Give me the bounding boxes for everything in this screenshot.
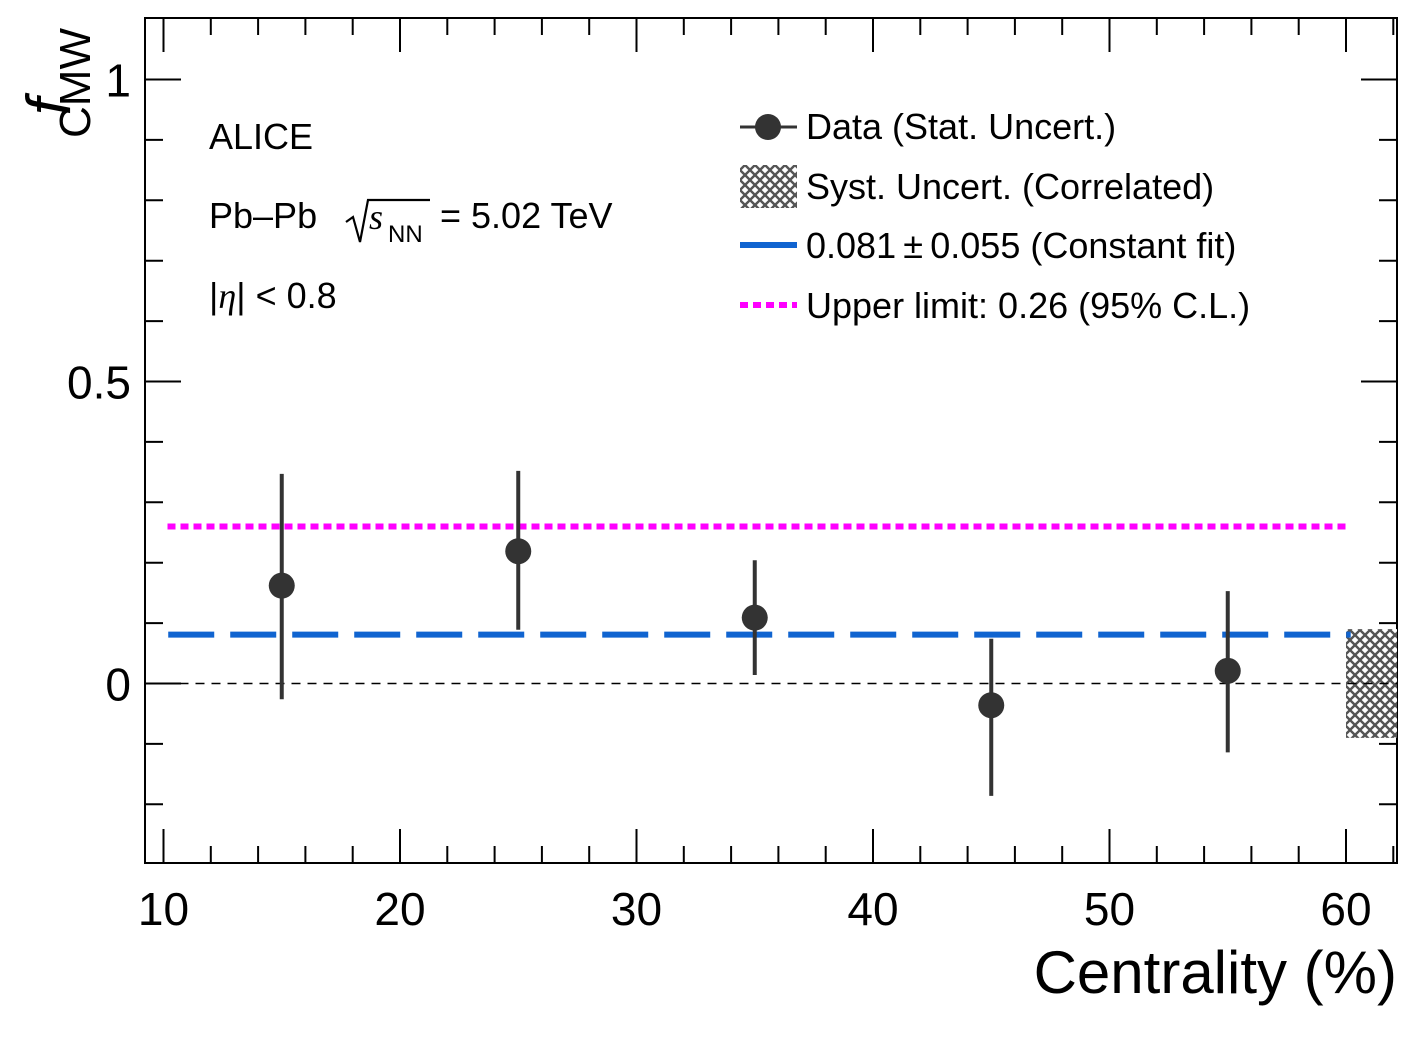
eta-cut: < 0.8 xyxy=(256,275,337,316)
data-point xyxy=(978,692,1005,719)
legend-syst-swatch xyxy=(740,165,797,208)
x-tick-label: 30 xyxy=(611,883,662,935)
energy-subscript: NN xyxy=(388,221,423,248)
legend-label-fit: 0.081 ± 0.055 (Constant fit) xyxy=(806,225,1236,266)
experiment-label: ALICE xyxy=(209,116,313,157)
y-tick-label: 1 xyxy=(105,55,131,107)
data-point xyxy=(741,604,768,631)
system-label: Pb–Pb xyxy=(209,195,317,236)
x-tick-label: 40 xyxy=(847,883,898,935)
x-tick-label: 20 xyxy=(374,883,425,935)
axis-ticks xyxy=(145,18,1397,863)
eta-abs-right: | xyxy=(236,275,245,316)
y-tick-label: 0 xyxy=(105,659,131,711)
annotations: ALICE Pb–Pb s NN = 5.02 TeV |η| < 0.8 xyxy=(209,116,612,316)
legend-label-data: Data (Stat. Uncert.) xyxy=(806,106,1116,147)
tick-labels: 10 20 30 40 50 60 0 0.5 1 xyxy=(67,55,1372,936)
y-tick-label: 0.5 xyxy=(67,357,131,409)
eta-symbol: η xyxy=(218,276,236,316)
data-point xyxy=(505,538,532,565)
legend: Data (Stat. Uncert.) Syst. Uncert. (Corr… xyxy=(740,106,1250,326)
svg-text:s: s xyxy=(369,197,383,237)
legend-label-syst: Syst. Uncert. (Correlated) xyxy=(806,166,1214,207)
sqrt-icon xyxy=(345,198,430,243)
legend-data-marker xyxy=(755,114,781,140)
x-tick-label: 10 xyxy=(138,883,189,935)
svg-text:Pb–Pb: Pb–Pb xyxy=(209,195,317,236)
data-point xyxy=(1214,657,1241,684)
x-tick-label: 60 xyxy=(1320,883,1371,935)
plot-frame xyxy=(144,17,1398,864)
svg-text:|η| < 0.8: |η| < 0.8 xyxy=(209,275,337,316)
legend-entry-limit: Upper limit: 0.26 (95% C.L.) xyxy=(740,285,1250,326)
eta-abs-left: | xyxy=(209,275,218,316)
x-axis-title: Centrality (%) xyxy=(1034,939,1397,1006)
energy-value: = 5.02 TeV xyxy=(440,195,612,236)
legend-entry-syst: Syst. Uncert. (Correlated) xyxy=(740,165,1214,208)
y-axis-title-sub: CMW xyxy=(51,28,100,138)
legend-entry-data: Data (Stat. Uncert.) xyxy=(740,106,1116,147)
x-tick-label: 50 xyxy=(1084,883,1135,935)
energy-s-symbol: s xyxy=(369,197,383,237)
data-point xyxy=(268,572,295,599)
legend-entry-fit: 0.081 ± 0.055 (Constant fit) xyxy=(740,225,1236,266)
plot-area xyxy=(144,17,1398,864)
legend-label-limit: Upper limit: 0.26 (95% C.L.) xyxy=(806,285,1250,326)
chart-marks xyxy=(163,470,1397,796)
y-axis-title: f CMW xyxy=(15,28,100,138)
